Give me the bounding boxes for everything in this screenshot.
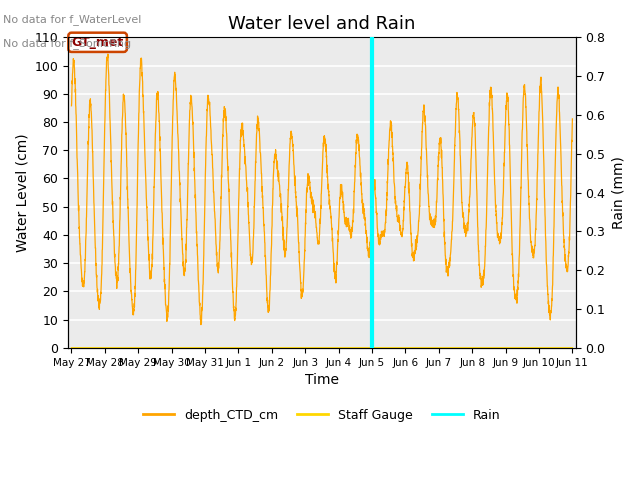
Y-axis label: Rain (mm): Rain (mm) [611,156,625,229]
Text: No data for f_WaterLevel: No data for f_WaterLevel [3,14,141,25]
Title: Water level and Rain: Water level and Rain [228,15,415,33]
Text: No data for f_SonicRng: No data for f_SonicRng [3,38,131,49]
Y-axis label: Water Level (cm): Water Level (cm) [15,133,29,252]
Legend: depth_CTD_cm, Staff Gauge, Rain: depth_CTD_cm, Staff Gauge, Rain [138,404,506,427]
X-axis label: Time: Time [305,373,339,387]
Text: GT_met: GT_met [72,36,124,49]
